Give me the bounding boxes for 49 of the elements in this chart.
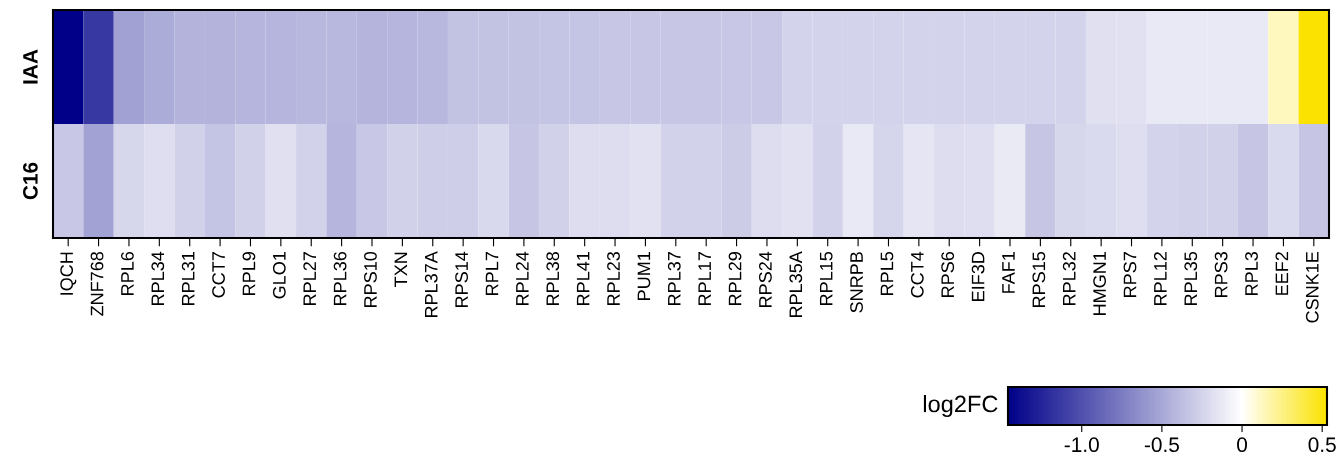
x-tick-label: RPL38: [546, 251, 560, 305]
x-tick-label: RPL35A: [789, 251, 803, 317]
x-tick-label: RPL15: [819, 251, 833, 305]
x-tick-label: FAF1: [1002, 252, 1015, 293]
x-tick-label: HMGN1: [1093, 252, 1106, 315]
y-tick-label: IAA: [23, 49, 38, 84]
x-tick-label: RPL34: [151, 251, 165, 305]
color-bar-label: -0.5: [1144, 437, 1179, 453]
x-tick-label: EIF3D: [971, 252, 985, 301]
x-tick-label: CCT7: [212, 252, 225, 298]
x-tick-label: RPL29: [728, 252, 742, 305]
x-tick-label: CSNK1E: [1305, 251, 1319, 323]
x-tick-label: RPS14: [455, 251, 468, 307]
x-tick-label: RPL23: [607, 251, 620, 305]
y-tick-label: C16: [23, 162, 38, 200]
x-tick-label: RPL37A: [424, 251, 438, 317]
x-tick-label: SNRPB: [850, 252, 863, 313]
x-tick-label: RPS3: [1214, 251, 1228, 297]
x-tick-label: RPL12: [1153, 252, 1167, 305]
x-tick-label: IQCH: [60, 252, 77, 295]
color-bar-label: 0.5: [1308, 437, 1336, 453]
x-tick-label: RPL17: [698, 252, 711, 305]
x-tick-label: RPS6: [941, 251, 955, 297]
x-tick-label: RPL6: [121, 251, 134, 295]
x-tick-label: RPS7: [1123, 252, 1137, 297]
x-tick-label: EEF2: [1275, 252, 1289, 295]
x-tick-label: RPS10: [364, 251, 377, 307]
x-tick-label: RPS15: [1032, 251, 1046, 307]
x-tick-label: RPL37: [667, 252, 681, 305]
x-tick-label: RPL7: [485, 252, 499, 295]
x-tick-label: RPL41: [576, 252, 590, 305]
x-tick-label: GLO1: [272, 252, 286, 299]
x-tick-label: TXN: [394, 252, 408, 287]
x-tick-label: PUM1: [637, 252, 651, 300]
x-tick-label: ZNF768: [90, 251, 104, 316]
x-tick-label: RPL36: [333, 251, 347, 305]
x-tick-label: RPL5: [880, 251, 894, 295]
x-tick-label: RPL24: [515, 251, 529, 305]
x-tick-label: RPL35: [1184, 251, 1198, 305]
color-bar-label: 0: [1237, 437, 1248, 453]
x-tick-label: RPS24: [759, 251, 772, 307]
x-tick-label: RPL3: [1245, 251, 1258, 295]
x-tick-label: CCT4: [910, 251, 924, 298]
x-tick-label: RPL31: [181, 252, 195, 305]
color-bar-label: -1.0: [1064, 437, 1099, 453]
x-tick-label: RPL27: [303, 252, 316, 305]
x-tick-label: RPL32: [1062, 252, 1076, 305]
color-bar-title: log2FC: [923, 394, 998, 418]
x-tick-label: RPL9: [242, 252, 256, 295]
